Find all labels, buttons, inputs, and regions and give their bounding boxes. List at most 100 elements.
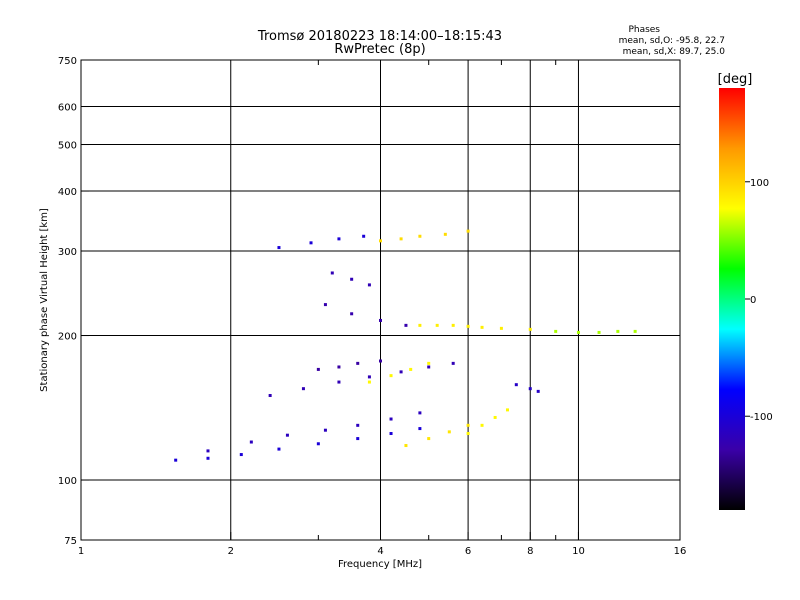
echo-point xyxy=(576,330,580,334)
echo-point xyxy=(409,367,413,371)
echo-point xyxy=(362,234,366,238)
echo-point xyxy=(239,453,243,457)
colorbar xyxy=(719,88,745,510)
echo-point xyxy=(616,329,620,333)
echo-point xyxy=(350,277,354,281)
y-tick-label: 750 xyxy=(58,56,77,67)
colorbar-tick-label: -100 xyxy=(750,412,773,423)
echo-point xyxy=(514,383,518,387)
y-tick-label: 500 xyxy=(58,141,77,152)
echo-point xyxy=(268,394,272,398)
y-tick-label: 100 xyxy=(58,476,77,487)
echo-point xyxy=(466,423,470,427)
echo-point xyxy=(337,237,341,241)
echo-point xyxy=(389,432,393,436)
echo-point xyxy=(633,329,637,333)
colorbar-tick-label: 0 xyxy=(750,295,756,306)
echo-point xyxy=(466,229,470,233)
echo-point xyxy=(379,318,382,322)
chart-title: Tromsø 20180223 18:14:00–18:15:43 xyxy=(257,29,502,44)
data-points xyxy=(174,229,637,462)
echo-point xyxy=(379,239,382,243)
echo-point xyxy=(309,241,313,245)
grid-lines xyxy=(81,60,680,540)
colorbar-tick-label: 100 xyxy=(750,178,769,189)
echo-point xyxy=(323,428,327,432)
x-tick-label: 2 xyxy=(228,546,234,557)
echo-point xyxy=(174,458,178,462)
echo-point xyxy=(451,361,455,365)
y-tick-label: 600 xyxy=(58,103,77,114)
x-tick-label: 4 xyxy=(377,546,383,557)
colorbar-ticks: 100 0 -100 xyxy=(745,178,773,423)
echo-point xyxy=(435,323,439,327)
x-tick-label: 10 xyxy=(572,546,585,557)
echo-point xyxy=(427,361,431,365)
echo-point xyxy=(443,232,447,236)
stats-line-x: mean, sd,X: 89.7, 25.0 xyxy=(623,47,726,57)
echo-point xyxy=(404,323,408,327)
echo-point xyxy=(249,440,253,444)
echo-point xyxy=(418,427,422,431)
x-axis-ticks: 1 2 4 6 8 10 16 xyxy=(78,60,687,557)
x-tick-label: 6 xyxy=(465,546,471,557)
echo-point xyxy=(399,370,403,374)
echo-point xyxy=(277,246,281,250)
echo-point xyxy=(379,359,382,363)
echo-point xyxy=(316,367,320,371)
echo-point xyxy=(404,444,408,448)
echo-point xyxy=(337,365,341,369)
x-tick-label: 8 xyxy=(527,546,533,557)
echo-point xyxy=(554,329,558,333)
echo-point xyxy=(316,442,320,446)
y-tick-label: 200 xyxy=(58,332,77,343)
echo-point xyxy=(418,323,422,327)
y-tick-label: 400 xyxy=(58,187,77,198)
echo-point xyxy=(418,411,422,415)
echo-point xyxy=(493,415,497,419)
echo-point xyxy=(480,423,484,427)
echo-point xyxy=(337,380,341,384)
echo-point xyxy=(367,283,371,287)
echo-point xyxy=(597,330,601,334)
echo-point xyxy=(285,433,289,437)
echo-point xyxy=(323,303,327,307)
y-axis-label: Stationary phase Virtual Height [km] xyxy=(39,208,50,392)
echo-point xyxy=(389,374,393,378)
echo-point xyxy=(427,365,431,369)
echo-point xyxy=(466,324,470,328)
x-tick-label: 1 xyxy=(78,546,84,557)
echo-point xyxy=(528,327,532,331)
echo-point xyxy=(528,387,532,391)
x-axis-label: Frequency [MHz] xyxy=(338,559,422,570)
echo-point xyxy=(466,432,470,436)
echo-point xyxy=(356,423,360,427)
x-tick-label: 16 xyxy=(674,546,687,557)
stats-line-o: mean, sd,O: -95.8, 22.7 xyxy=(619,36,725,46)
echo-point xyxy=(356,361,360,365)
echo-point xyxy=(277,447,281,451)
echo-point xyxy=(367,380,371,384)
echo-point xyxy=(418,234,422,238)
echo-point xyxy=(206,456,210,460)
echo-point xyxy=(330,271,334,275)
echo-point xyxy=(505,408,509,412)
echo-point xyxy=(367,375,371,379)
y-axis-ticks: 75 100 200 300 400 500 600 750 xyxy=(58,56,89,547)
echo-point xyxy=(399,237,403,241)
colorbar-title: [deg] xyxy=(718,72,753,87)
echo-point xyxy=(350,312,354,316)
echo-point xyxy=(356,437,360,441)
chart-subtitle: RwPretec (8p) xyxy=(334,42,425,57)
echo-point xyxy=(447,430,451,434)
echo-point xyxy=(389,417,393,421)
stats-heading: Phases xyxy=(628,25,660,35)
echo-point xyxy=(451,323,455,327)
y-tick-label: 75 xyxy=(64,536,77,547)
echo-point xyxy=(480,325,484,329)
y-tick-label: 300 xyxy=(58,247,77,258)
echo-point xyxy=(499,326,503,330)
echo-point xyxy=(536,389,540,393)
echo-point xyxy=(206,449,210,453)
